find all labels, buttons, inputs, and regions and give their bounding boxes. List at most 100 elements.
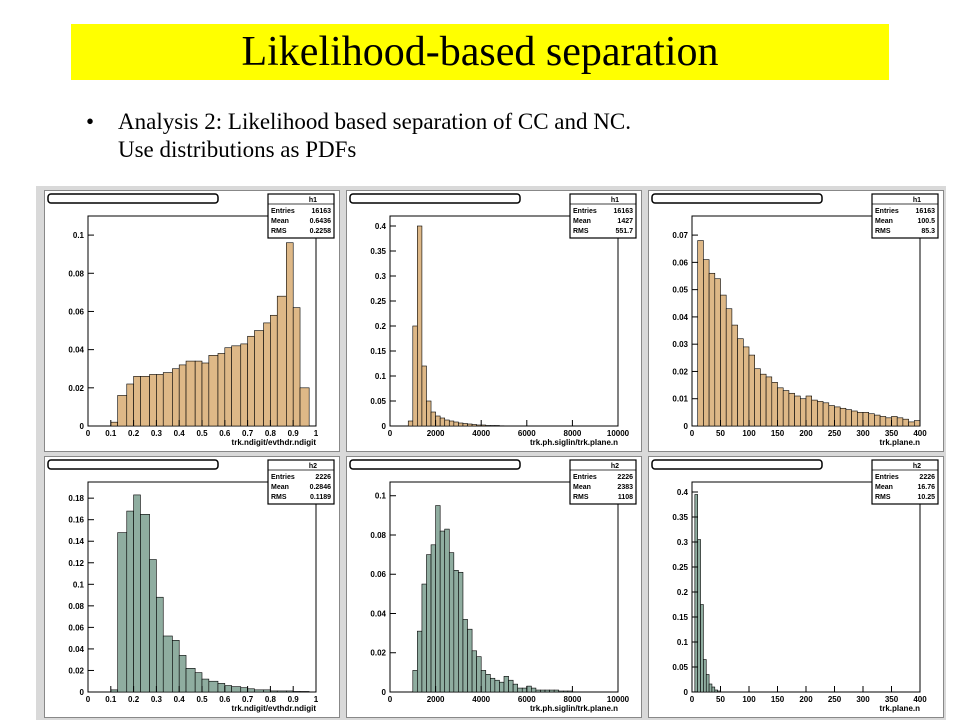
histogram-bar: [567, 690, 573, 693]
histogram-bar: [417, 225, 423, 427]
histogram-bar: [857, 412, 864, 427]
histogram-bar: [480, 424, 487, 427]
histogram-bar: [471, 424, 477, 427]
stats-value: 2226: [617, 474, 633, 481]
histogram-bar: [224, 347, 232, 427]
y-tick-label: 0.08: [68, 602, 84, 611]
histogram-bar: [485, 425, 491, 427]
y-tick-label: 0.07: [672, 231, 688, 240]
stats-histogram-name: h2: [309, 463, 317, 470]
histogram-bar: [458, 571, 464, 693]
histogram-bar: [444, 528, 450, 693]
histogram-bar: [231, 686, 242, 693]
histogram-bar: [562, 690, 569, 693]
histogram-bar: [822, 402, 830, 427]
histogram-bar: [494, 679, 500, 693]
plot-frame: [389, 215, 619, 427]
histogram-bar: [444, 419, 450, 427]
stats-key: RMS: [875, 494, 891, 501]
stats-box: [569, 193, 637, 239]
stats-value: 16163: [916, 208, 936, 215]
histogram-bar: [276, 295, 287, 427]
histogram-grid: 0 0.02 0.04 0.06 0.08 0.1 0 0.1 0.2 0.3 0.4 0.5 0.6 0…: [36, 186, 946, 720]
histogram-bar: [845, 409, 852, 427]
histogram-bar: [725, 308, 733, 427]
stats-value: 100.5: [917, 218, 935, 225]
histogram-bar: [412, 325, 418, 427]
y-tick-label: 0.15: [672, 613, 688, 622]
histogram-bar: [805, 395, 812, 427]
y-tick-label: 0.04: [68, 346, 84, 355]
histogram-bar: [439, 417, 446, 427]
x-tick-label: 1: [314, 429, 319, 438]
histogram-bar: [771, 382, 778, 427]
histogram-bar: [263, 322, 271, 427]
x-tick-label: 0.3: [151, 429, 163, 438]
histogram-bar: [748, 354, 755, 427]
x-tick-label: 0.1: [105, 695, 117, 704]
x-tick-label: 200: [799, 695, 813, 704]
histogram-bar: [708, 272, 716, 427]
histogram-bar: [705, 674, 710, 693]
stats-box: [267, 459, 335, 505]
y-tick-label: 0.1: [375, 372, 387, 381]
histogram-bar: [162, 635, 173, 693]
histogram-panel-cc-ndigit-fraction: 0 0.02 0.04 0.06 0.08 0.1 0 0.1 0.2 0.3 0.4 0.5 0.6 0…: [44, 190, 340, 452]
bullet-dot: •: [86, 109, 95, 134]
histogram-svg: 0 0.05 0.1 0.15 0.2 0.25 0.3 0.35 0.4 0 2000 4000 60…: [346, 190, 642, 452]
y-tick-label: 0: [382, 422, 387, 431]
histogram-title-box: [651, 459, 823, 470]
y-tick-label: 0.15: [370, 347, 386, 356]
x-axis-label: trk.ndigit/evthdr.ndigit: [232, 438, 317, 447]
stats-key: Entries: [573, 474, 597, 481]
histogram-bar: [421, 365, 427, 427]
stats-key: Mean: [875, 218, 893, 225]
histogram-bar: [462, 423, 468, 427]
stats-key: Entries: [271, 474, 295, 481]
x-axis-label: trk.plane.n: [880, 704, 921, 713]
histogram-bar: [299, 387, 310, 427]
histogram-svg: 0 0.02 0.04 0.06 0.08 0.1 0 2000 4000 6000 8000 100…: [346, 456, 642, 718]
y-tick-label: 0.02: [68, 384, 84, 393]
x-tick-label: 0.1: [105, 429, 117, 438]
histogram-bar: [292, 307, 301, 427]
histogram-bar: [430, 544, 436, 693]
y-tick-label: 0.06: [370, 570, 386, 579]
stats-value: 16163: [614, 208, 634, 215]
stats-box: [569, 459, 637, 505]
x-tick-label: 400: [913, 429, 927, 438]
histogram-bar: [868, 413, 875, 427]
x-tick-label: 0.4: [174, 429, 186, 438]
histogram-bar: [754, 368, 761, 427]
histogram-bar: [480, 670, 487, 693]
stats-histogram-name: h2: [913, 463, 921, 470]
stats-value: 551.7: [615, 228, 633, 235]
stats-histogram-name: h1: [611, 197, 619, 204]
y-tick-label: 0.1: [375, 492, 387, 501]
y-tick-label: 0.05: [672, 663, 688, 672]
x-tick-label: 2000: [427, 429, 445, 438]
histogram-bar: [720, 294, 727, 427]
histogram-bar: [760, 373, 767, 427]
histogram-bar: [708, 683, 713, 693]
y-tick-label: 0.04: [672, 313, 688, 322]
histogram-bar: [208, 680, 219, 693]
histogram-bar: [526, 685, 532, 693]
y-tick-label: 0.1: [73, 231, 85, 240]
histogram-bar: [476, 656, 482, 693]
histogram-panel-nc-plane-count: 0 0.05 0.1 0.15 0.2 0.25 0.3 0.35 0.4 0 50 100 150 20…: [648, 456, 944, 718]
x-tick-label: 0.7: [242, 429, 254, 438]
stats-box: [267, 193, 335, 239]
histogram-bar: [430, 411, 436, 427]
y-tick-label: 0.06: [672, 258, 688, 267]
histogram-bar: [879, 416, 887, 427]
stats-value: 0.1189: [310, 494, 331, 501]
histogram-bar: [467, 628, 473, 693]
histogram-bar: [201, 362, 210, 427]
histogram-bar: [453, 421, 459, 427]
histogram-bar: [711, 686, 716, 693]
histogram-svg: 0 0.02 0.04 0.06 0.08 0.1 0 0.1 0.2 0.3 0.4 0.5 0.6 0…: [44, 190, 340, 452]
histogram-bar: [700, 604, 704, 693]
x-tick-label: 300: [856, 695, 870, 704]
stats-key: RMS: [573, 228, 589, 235]
